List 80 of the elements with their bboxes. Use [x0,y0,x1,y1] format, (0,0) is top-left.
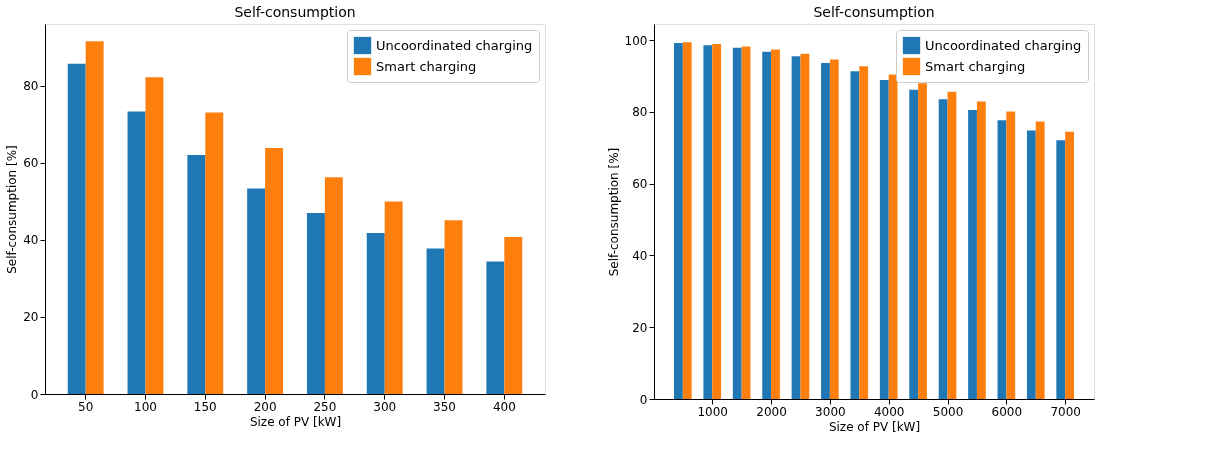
bar [504,236,523,394]
x-tick-label: 250 [313,399,337,414]
bar [247,188,266,394]
x-axis-title: Size of PV [kW] [828,419,921,434]
x-tick-label: 100 [134,399,157,414]
y-tick-label: 100 [624,33,648,48]
bar [324,177,343,394]
bar [674,43,683,399]
x-tick-label: 4000 [873,404,905,419]
x-tick-label: 300 [373,399,397,414]
bar [938,99,948,399]
bar [800,53,810,399]
bar [444,220,463,394]
x-tick-label: 1000 [697,404,729,419]
bar [1056,140,1066,399]
x-tick-label: 150 [193,399,217,414]
x-tick-label: 50 [78,399,94,414]
x-tick-label: 400 [492,399,516,414]
legend-label: Uncoordinated charging [376,37,533,53]
bar [888,74,898,399]
bar [859,66,869,399]
bar [829,59,839,399]
bar [712,44,722,399]
bar [265,147,284,394]
x-tick-label: 200 [253,399,277,414]
y-tick-label: 80 [23,79,39,94]
y-tick-label: 0 [639,392,648,407]
bar [145,77,164,394]
x-tick-label: 3000 [815,404,846,419]
bar [947,91,957,399]
bar [366,233,385,394]
bar [918,83,927,399]
bar [879,79,889,399]
y-tick-label: 60 [23,156,39,171]
y-tick-label: 20 [23,310,39,325]
bar [909,89,919,399]
y-tick-label: 60 [632,177,648,192]
bar [205,112,224,394]
bar [850,71,860,399]
x-tick-label: 2000 [756,404,787,419]
y-tick-label: 20 [632,320,648,335]
chart-title: Self-consumption [813,4,935,20]
y-axis-title: Self-consumption [%] [606,147,621,277]
bar [67,63,86,394]
bar [384,201,403,394]
x-tick-label: 350 [433,399,456,414]
x-tick-label: 6000 [991,404,1023,419]
bar [1006,111,1016,399]
bar [968,110,977,399]
bar [762,51,772,399]
bar [703,45,713,399]
bar [741,46,751,399]
y-axis-title: Self-consumption [%] [5,145,20,274]
bar [1065,131,1074,399]
bar [732,47,742,399]
bar [976,101,986,399]
bar [1026,130,1036,399]
bar [306,213,325,394]
bar [791,56,801,399]
bar [486,261,505,394]
bar [771,49,780,399]
bar [1035,121,1045,399]
bar [426,248,445,394]
y-tick-label: 40 [23,233,39,248]
bar [187,154,206,394]
bar [127,111,146,394]
bar [997,120,1007,399]
y-tick-label: 0 [30,387,39,402]
chart-title: Self-consumption [234,4,356,20]
legend-label: Smart charging [925,58,1026,74]
legend-label: Uncoordinated charging [925,37,1082,53]
legend-label: Smart charging [376,58,477,74]
x-axis-title: Size of PV [kW] [249,414,342,429]
x-tick-label: 5000 [932,404,964,419]
y-tick-label: 80 [632,105,648,120]
x-tick-label: 7000 [1050,404,1081,419]
bar [682,42,692,399]
y-tick-label: 40 [632,248,648,263]
bar [821,63,830,399]
bar [85,41,104,394]
